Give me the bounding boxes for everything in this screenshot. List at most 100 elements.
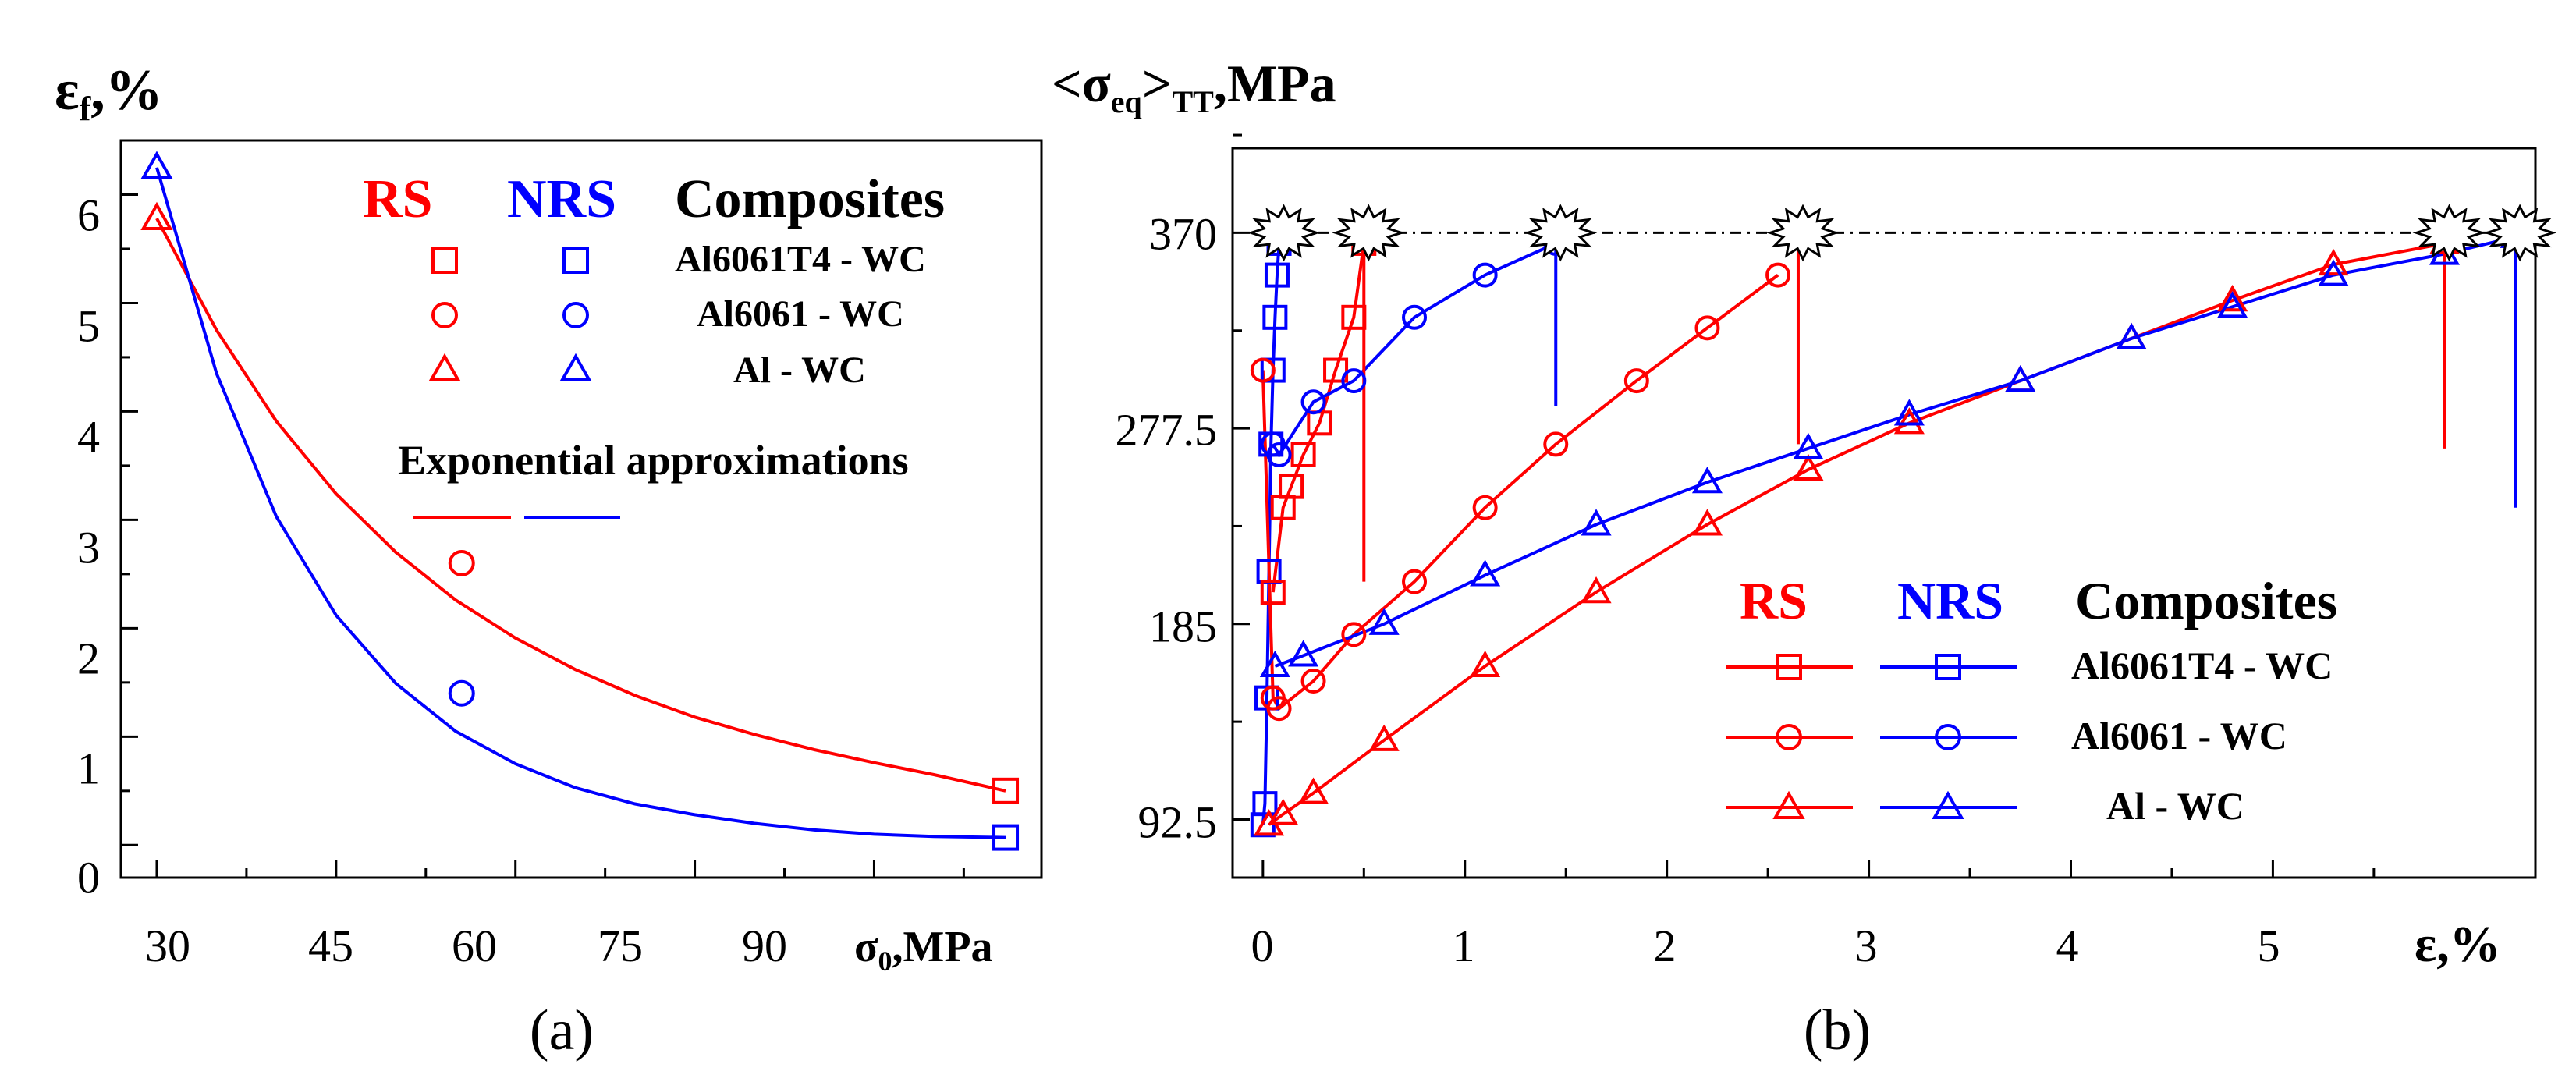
b-xtick-label: 4 — [2056, 921, 2079, 971]
b-legend-entry: Al6061 - WC — [2071, 714, 2287, 757]
panel-b-chart: 92.5 185 277.5 370 0 1 2 3 4 5 <σeq>TT,M… — [1052, 54, 2557, 1062]
a-xtick-label: 60 — [452, 921, 497, 971]
a-point-rs-square — [992, 777, 1020, 804]
a-point-nrs-circle — [448, 679, 475, 707]
a-point-nrs-square — [992, 824, 1020, 851]
a-panel-label: (a) — [530, 999, 594, 1062]
b-point-rs-triangle — [1268, 798, 1299, 825]
panel-b-markers — [1250, 221, 2531, 838]
b-point-rs-triangle — [1470, 650, 1501, 678]
b-failure-burst — [1332, 204, 1406, 262]
a-legend-nrs-label: NRS — [507, 169, 616, 229]
a-ytick-label: 0 — [77, 853, 100, 903]
b-line-nrs-square — [1261, 243, 1281, 825]
a-xtick-label: 75 — [598, 921, 643, 971]
a-fit-rs — [155, 218, 1006, 793]
a-legend-entry: Al6061T4 - WC — [675, 239, 926, 280]
b-point-nrs-triangle — [2318, 259, 2349, 286]
b-point-nrs-triangle — [1368, 608, 1400, 635]
b-point-nrs-triangle — [1893, 399, 1925, 426]
b-point-rs-circle — [1623, 368, 1649, 394]
b-point-nrs-circle — [1402, 304, 1428, 330]
b-legend-entry: Al6061T4 - WC — [2071, 644, 2333, 687]
b-point-nrs-triangle — [1288, 640, 1319, 667]
b-point-nrs-triangle — [2116, 322, 2147, 349]
a-ytick-label: 3 — [77, 523, 100, 573]
b-legend-nrs-circle — [1935, 724, 1961, 750]
a-legend-nrs-square — [562, 247, 589, 274]
a-xtick-label: 45 — [308, 921, 353, 971]
b-failure-burst — [2412, 204, 2486, 262]
b-point-rs-circle — [1250, 357, 1276, 383]
b-legend-header: Composites — [2075, 571, 2337, 630]
b-point-nrs-circle — [1266, 442, 1292, 467]
b-panel-label: (b) — [1804, 999, 1871, 1062]
b-point-rs-circle — [1341, 622, 1367, 647]
b-ytick-label: 277.5 — [1116, 405, 1218, 456]
panel-a-fit-curves — [155, 167, 1006, 839]
b-legend-samples — [1726, 654, 2017, 819]
b-point-nrs-triangle — [1691, 467, 1723, 494]
panel-b-failure-drops — [1277, 232, 2517, 582]
b-failure-burst — [1766, 204, 1840, 262]
b-point-nrs-square — [1262, 304, 1288, 330]
a-point-rs-circle — [448, 549, 475, 576]
b-point-nrs-triangle — [1581, 509, 1612, 536]
a-ytick-label: 6 — [77, 190, 100, 241]
b-point-rs-circle — [1266, 696, 1292, 722]
b-legend-entry: Al - WC — [2106, 784, 2244, 828]
panel-a-chart: 0 1 2 3 4 5 6 30 45 60 75 90 εf,% σ0,MPa… — [55, 59, 1043, 1062]
b-point-nrs-square — [1260, 357, 1286, 383]
b-x-axis-label: ε,% — [2415, 916, 2501, 973]
b-point-rs-square — [1260, 580, 1286, 605]
a-legend-rs-circle — [431, 302, 458, 328]
b-point-rs-square — [1323, 357, 1349, 383]
a-ytick-label: 5 — [77, 301, 100, 352]
a-legend-nrs-circle — [562, 302, 589, 328]
b-xtick-label: 5 — [2258, 921, 2280, 971]
a-legend-approx-label: Exponential approximations — [398, 437, 909, 484]
b-point-nrs-square — [1252, 791, 1278, 817]
b-legend-rs-label: RS — [1740, 571, 1808, 630]
panel-a-markers — [140, 151, 1020, 851]
b-point-nrs-circle — [1341, 368, 1367, 394]
panel-b-failure-bursts — [1247, 204, 2557, 262]
b-point-rs-circle — [1300, 668, 1326, 694]
a-fit-nrs — [155, 167, 1006, 839]
a-legend-entry: Al6061 - WC — [697, 293, 904, 335]
b-y-axis-label: <σeq>TT,MPa — [1052, 54, 1336, 119]
b-ytick-label: 92.5 — [1138, 797, 1218, 848]
panel-b-frame — [1231, 147, 2537, 879]
b-legend-nrs-label: NRS — [1897, 571, 2003, 630]
b-point-rs-triangle — [1368, 724, 1400, 751]
b-ytick-label: 185 — [1149, 601, 1217, 652]
b-legend-rs-circle — [1776, 724, 1802, 750]
a-point-nrs-triangle — [140, 151, 173, 179]
b-ytick-label: 370 — [1149, 209, 1217, 260]
b-point-nrs-circle — [1300, 389, 1326, 415]
panel-a-ticks — [121, 193, 965, 878]
b-failure-burst — [2483, 204, 2557, 262]
a-ytick-label: 1 — [77, 743, 100, 794]
b-line-rs-triangle — [1268, 242, 2445, 826]
b-point-nrs-square — [1264, 262, 1290, 288]
a-legend-entry: Al - WC — [733, 349, 866, 391]
panel-a-legend: RS NRS Composites Al6061T4 - WC Al6061 -… — [363, 169, 945, 519]
a-xtick-label: 30 — [145, 921, 190, 971]
a-x-axis-label: σ0,MPa — [854, 923, 993, 977]
b-point-rs-circle — [1765, 262, 1791, 288]
b-point-rs-triangle — [1793, 453, 1824, 481]
b-legend-rs-square — [1776, 654, 1802, 680]
b-point-rs-triangle — [1298, 777, 1329, 804]
a-point-rs-triangle — [140, 201, 173, 230]
b-point-nrs-triangle — [2217, 291, 2248, 318]
b-point-rs-triangle — [2318, 248, 2349, 276]
a-legend-rs-triangle — [428, 353, 461, 381]
b-line-rs-square — [1271, 243, 1366, 593]
b-xtick-label: 1 — [1453, 921, 1475, 971]
a-xtick-label: 90 — [742, 921, 787, 971]
b-legend-nrs-square — [1935, 654, 1961, 680]
a-legend-header: Composites — [675, 169, 945, 229]
b-point-nrs-triangle — [1470, 559, 1501, 587]
b-failure-burst — [1247, 204, 1321, 262]
